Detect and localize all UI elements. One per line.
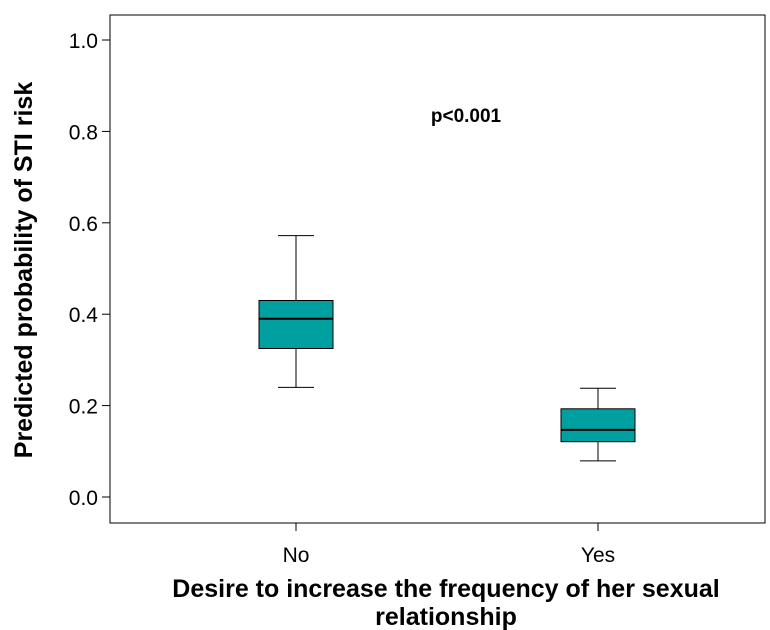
y-tick-label: 0.6 bbox=[69, 213, 98, 236]
y-tick-label: 0.2 bbox=[69, 396, 98, 419]
plot-frame bbox=[109, 14, 766, 524]
x-tick-label: No bbox=[283, 544, 310, 567]
x-tick-label: Yes bbox=[581, 544, 615, 567]
y-axis-title: Predicted probability of STI risk bbox=[10, 82, 38, 459]
x-axis-title-line-1: Desire to increase the frequency of her … bbox=[172, 575, 719, 603]
iqr-box bbox=[258, 299, 334, 349]
p-value-annotation: p<0.001 bbox=[431, 106, 502, 127]
y-tick-label: 0.8 bbox=[69, 121, 98, 144]
y-tick-label: 1.0 bbox=[69, 30, 98, 53]
box-yes bbox=[560, 387, 636, 462]
box-no bbox=[258, 235, 334, 388]
y-tick-label: 0.4 bbox=[69, 304, 99, 327]
y-tick-label: 0.0 bbox=[69, 487, 98, 510]
iqr-box bbox=[560, 408, 636, 443]
x-axis-title-line-2: relationship bbox=[375, 603, 517, 630]
